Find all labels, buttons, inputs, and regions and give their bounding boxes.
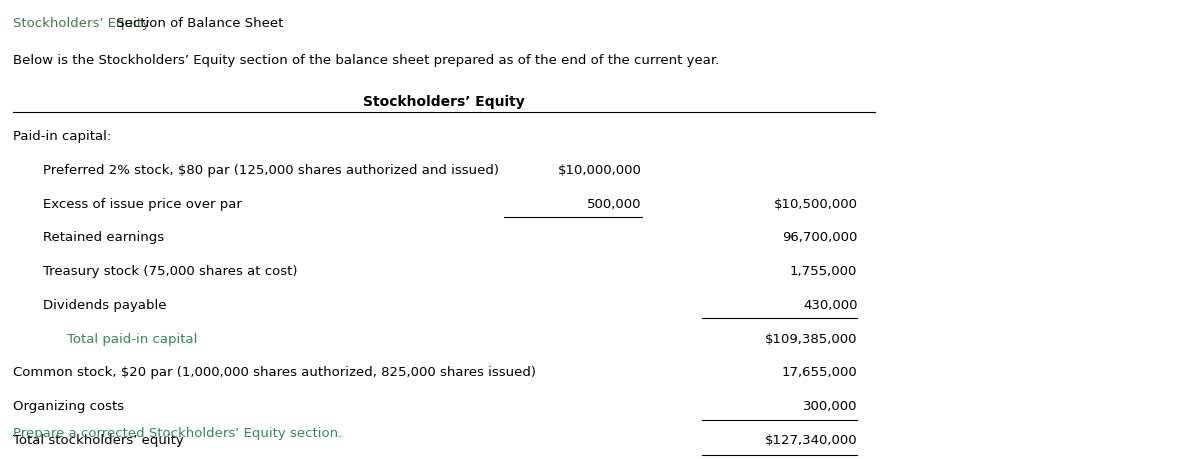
Text: Total stockholders’ equity: Total stockholders’ equity: [13, 434, 184, 447]
Text: Preferred 2% stock, $80 par (125,000 shares authorized and issued): Preferred 2% stock, $80 par (125,000 sha…: [43, 164, 499, 177]
Text: Below is the Stockholders’ Equity section of the balance sheet prepared as of th: Below is the Stockholders’ Equity sectio…: [13, 54, 720, 67]
Text: Stockholders’ Equity: Stockholders’ Equity: [364, 95, 526, 109]
Text: $10,000,000: $10,000,000: [558, 164, 642, 177]
Text: 430,000: 430,000: [803, 299, 858, 312]
Text: Stockholders’ Equity: Stockholders’ Equity: [13, 17, 150, 30]
Text: 17,655,000: 17,655,000: [781, 366, 858, 380]
Text: 500,000: 500,000: [588, 197, 642, 211]
Text: Excess of issue price over par: Excess of issue price over par: [43, 197, 242, 211]
Text: 96,700,000: 96,700,000: [782, 231, 858, 244]
Text: $109,385,000: $109,385,000: [764, 333, 858, 346]
Text: Paid-in capital:: Paid-in capital:: [13, 130, 112, 143]
Text: Prepare a corrected Stockholders’ Equity section.: Prepare a corrected Stockholders’ Equity…: [13, 427, 343, 440]
Text: Total paid-in capital: Total paid-in capital: [67, 333, 198, 346]
Text: $127,340,000: $127,340,000: [764, 434, 858, 447]
Text: $10,500,000: $10,500,000: [774, 197, 858, 211]
Text: Organizing costs: Organizing costs: [13, 400, 125, 413]
Text: Dividends payable: Dividends payable: [43, 299, 167, 312]
Text: 300,000: 300,000: [803, 400, 858, 413]
Text: Section of Balance Sheet: Section of Balance Sheet: [112, 17, 283, 30]
Text: Treasury stock (75,000 shares at cost): Treasury stock (75,000 shares at cost): [43, 265, 298, 278]
Text: 1,755,000: 1,755,000: [790, 265, 858, 278]
Text: Retained earnings: Retained earnings: [43, 231, 164, 244]
Text: Common stock, $20 par (1,000,000 shares authorized, 825,000 shares issued): Common stock, $20 par (1,000,000 shares …: [13, 366, 536, 380]
